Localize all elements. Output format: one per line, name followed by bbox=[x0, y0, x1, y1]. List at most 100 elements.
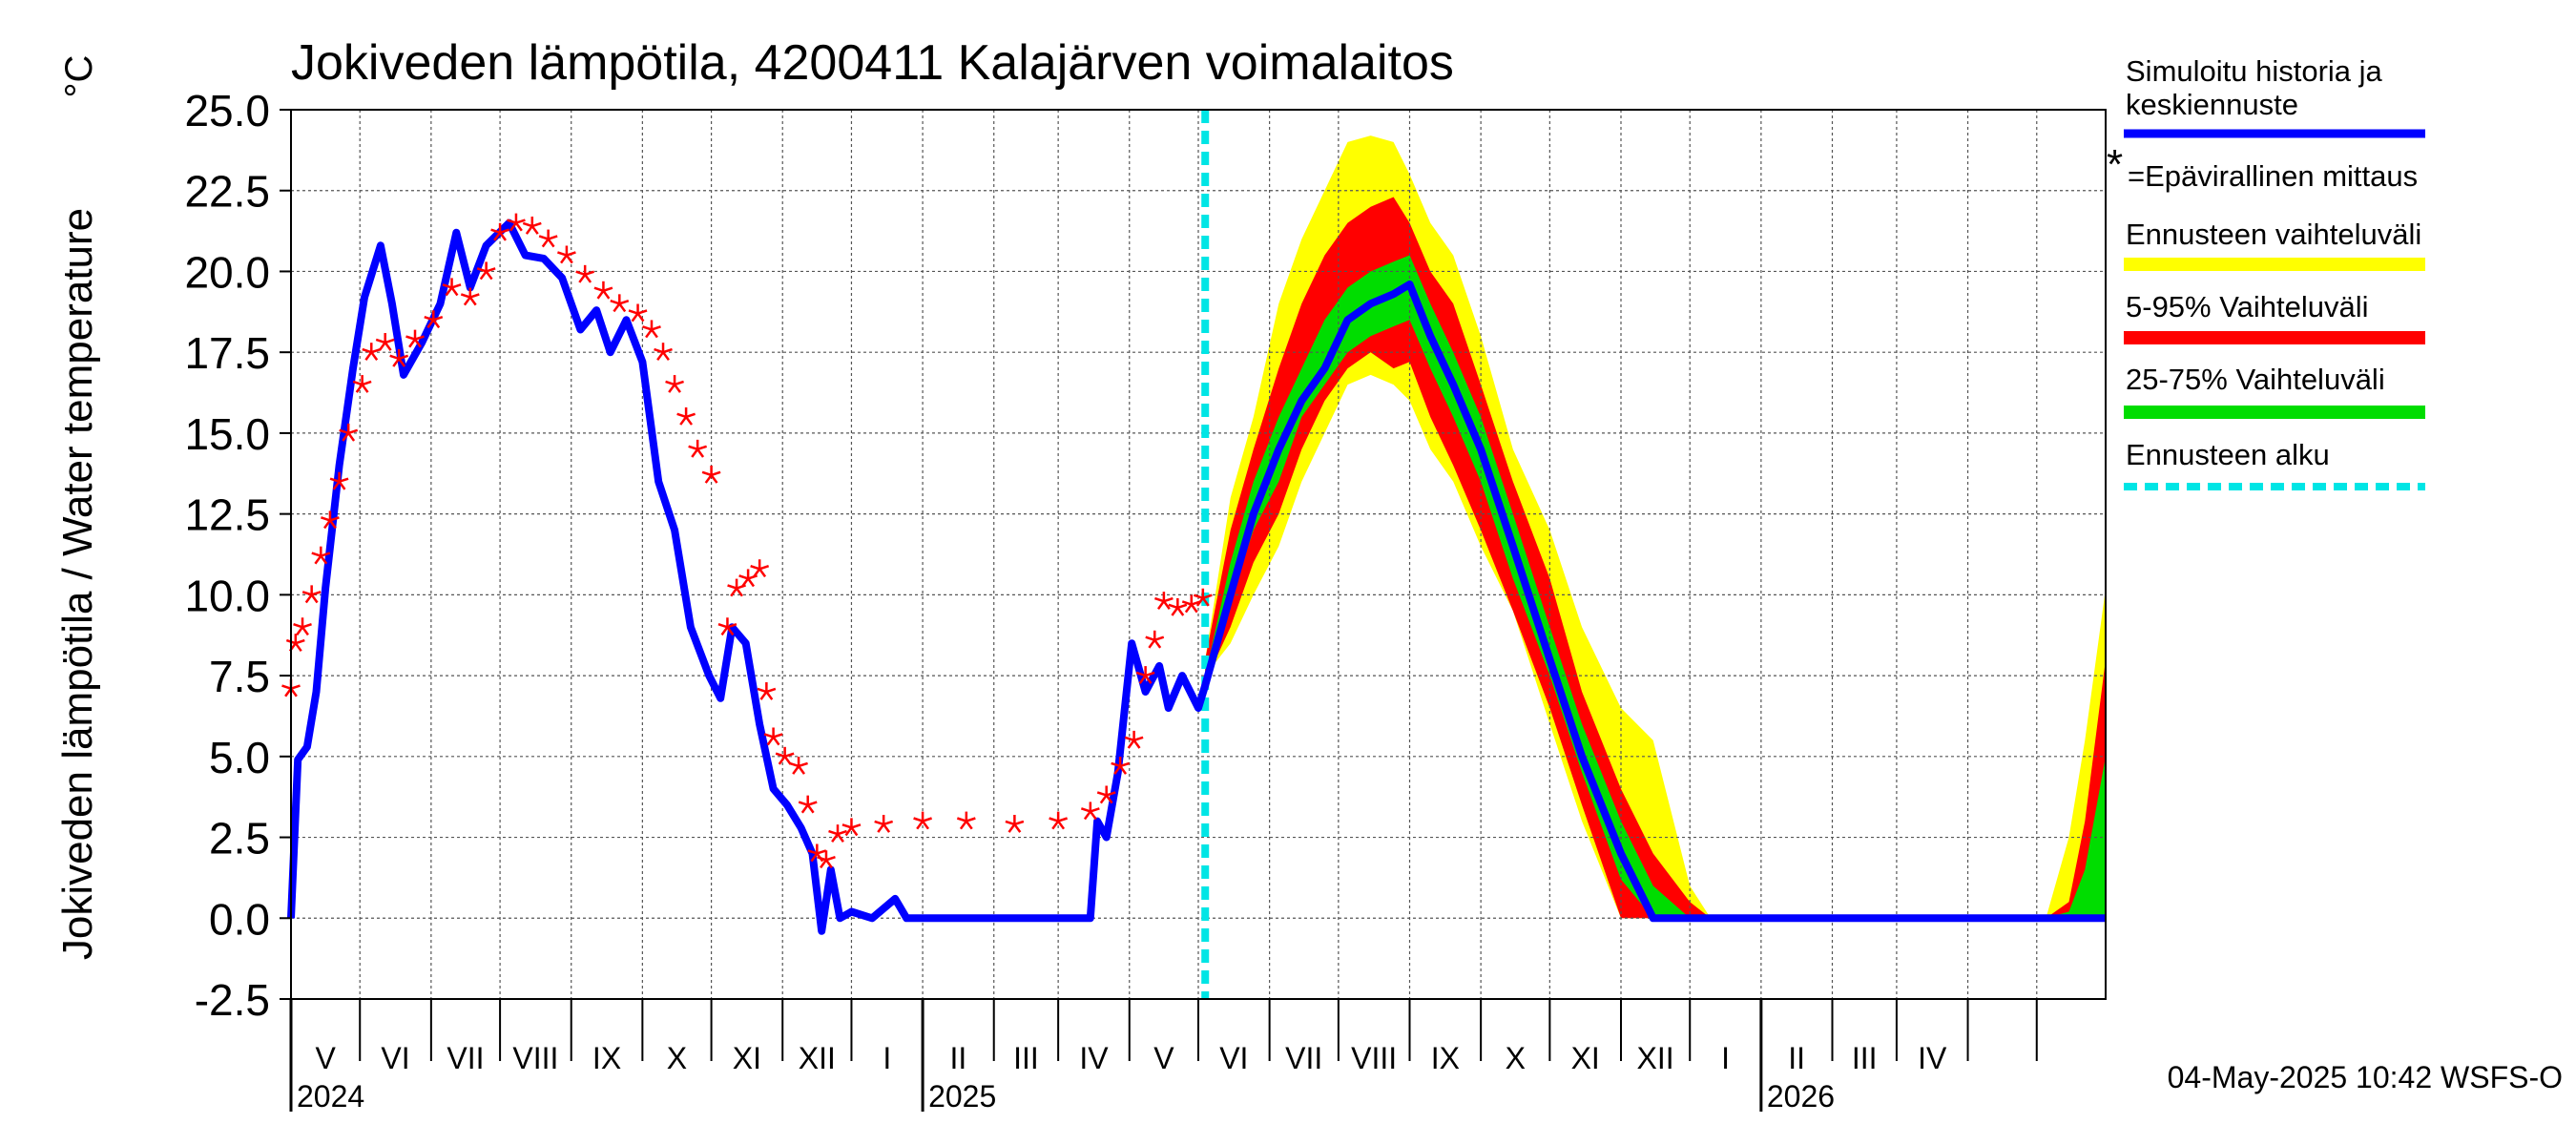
legend-observed-marker: * bbox=[2107, 141, 2123, 188]
y-tick-label: 25.0 bbox=[184, 86, 270, 135]
x-month-label: VIII bbox=[512, 1041, 558, 1075]
observed-point bbox=[757, 682, 777, 700]
observed-point bbox=[293, 617, 312, 636]
observed-point bbox=[1135, 666, 1155, 684]
observed-point bbox=[301, 585, 322, 604]
legend-simulated-label: Simuloitu historia ja keskiennuste bbox=[2126, 54, 2383, 121]
x-month-label: VI bbox=[1219, 1041, 1248, 1075]
observed-point bbox=[1145, 630, 1165, 649]
legend-observed-label: =Epävirallinen mittaus bbox=[2128, 159, 2418, 193]
y-tick-label: 0.0 bbox=[209, 894, 270, 944]
observed-point bbox=[285, 634, 305, 653]
x-year-label: 2026 bbox=[1767, 1079, 1835, 1114]
plot-frame bbox=[290, 109, 2107, 1000]
x-month-label: III bbox=[1013, 1041, 1039, 1075]
x-month-label: X bbox=[1506, 1041, 1526, 1075]
observed-point bbox=[1168, 597, 1188, 616]
series-lines bbox=[281, 110, 2106, 999]
observed-point bbox=[763, 727, 783, 746]
observed-point bbox=[798, 795, 818, 814]
x-month-label: V bbox=[1153, 1041, 1174, 1075]
x-month-label: XI bbox=[1571, 1041, 1600, 1075]
x-month-label: VIII bbox=[1351, 1041, 1397, 1075]
observed-point bbox=[424, 310, 444, 329]
x-year-label: 2024 bbox=[297, 1079, 364, 1114]
observed-point bbox=[476, 261, 496, 281]
observed-point bbox=[828, 824, 847, 843]
observed-point bbox=[1111, 756, 1131, 775]
observed-point bbox=[1124, 730, 1144, 749]
band-25-75-2026 bbox=[2046, 756, 2106, 919]
y-tick-label: 20.0 bbox=[184, 247, 270, 297]
x-month-label: VII bbox=[447, 1041, 484, 1075]
observed-point bbox=[460, 287, 480, 306]
x-month-label: XII bbox=[799, 1041, 836, 1075]
legend-forecast-start-label: Ennusteen alku bbox=[2126, 438, 2330, 471]
observed-point bbox=[841, 818, 862, 837]
observed-point bbox=[676, 406, 696, 426]
x-month-label: VI bbox=[381, 1041, 409, 1075]
observed-point bbox=[557, 245, 576, 264]
x-month-label: VII bbox=[1285, 1041, 1322, 1075]
observed-point bbox=[321, 510, 340, 530]
y-tick-label: 17.5 bbox=[184, 328, 270, 378]
legend-full-range-label: Ennusteen vaihteluväli bbox=[2126, 218, 2421, 251]
x-month-label: IX bbox=[1431, 1041, 1460, 1075]
observed-point bbox=[701, 465, 721, 484]
observed-point bbox=[375, 333, 395, 351]
observed-point bbox=[490, 222, 509, 241]
observed-point bbox=[874, 814, 894, 833]
observed-point bbox=[688, 439, 708, 458]
x-month-label: III bbox=[1852, 1041, 1878, 1075]
x-month-label: II bbox=[1788, 1041, 1805, 1075]
observed-point bbox=[817, 850, 836, 869]
legend-5-95-label: 5-95% Vaihteluväli bbox=[2126, 290, 2368, 323]
observed-point bbox=[339, 423, 359, 442]
legend-25-75-label: 25-75% Vaihteluväli bbox=[2126, 363, 2385, 396]
observed-point bbox=[789, 756, 808, 775]
x-month-label: V bbox=[315, 1041, 336, 1075]
grid bbox=[291, 109, 2106, 1000]
x-month-label: XI bbox=[733, 1041, 761, 1075]
axes: 25.0 22.5 20.0 17.5 15.0 12.5 10.0 7.5 5.0 2.5 0.0… bbox=[184, 86, 2107, 1114]
y-tick-label: -2.5 bbox=[195, 975, 270, 1025]
legend: Simuloitu historia ja keskiennuste * =Epä… bbox=[2107, 54, 2425, 490]
observed-point bbox=[750, 559, 770, 578]
observed-point bbox=[362, 343, 382, 362]
observed-point bbox=[610, 294, 630, 313]
x-month-label: IV bbox=[1918, 1041, 1947, 1075]
x-month-label: I bbox=[1721, 1041, 1730, 1075]
observed-point bbox=[642, 320, 661, 339]
observed-point bbox=[538, 229, 558, 248]
band-full-range bbox=[1205, 135, 1711, 919]
observed-point bbox=[575, 264, 595, 283]
timestamp-label: 04-May-2025 10:42 WSFS-O bbox=[2168, 1060, 2563, 1094]
x-month-label: XII bbox=[1637, 1041, 1674, 1075]
observed-point bbox=[507, 213, 526, 232]
observed-point bbox=[956, 811, 976, 830]
y-tick-label: 2.5 bbox=[209, 814, 270, 864]
x-year-label: 2025 bbox=[928, 1079, 996, 1114]
y-axis-unit: °C bbox=[58, 55, 100, 98]
observed-point bbox=[1193, 588, 1213, 607]
x-month-label: IV bbox=[1079, 1041, 1109, 1075]
observed-point bbox=[727, 578, 746, 597]
chart-title: Jokiveden lämpötila, 4200411 Kalajärven … bbox=[291, 35, 1454, 91]
y-tick-label: 5.0 bbox=[209, 733, 270, 782]
x-month-label: II bbox=[950, 1041, 967, 1075]
y-tick-label: 7.5 bbox=[209, 652, 270, 701]
observed-point bbox=[665, 375, 684, 393]
forecast-bands bbox=[1205, 135, 2106, 919]
x-month-label: IX bbox=[592, 1041, 621, 1075]
observed-point bbox=[389, 348, 409, 367]
observed-point bbox=[352, 375, 372, 393]
observed-point bbox=[1153, 592, 1174, 610]
observed-point bbox=[654, 343, 673, 362]
observed-point bbox=[1005, 814, 1025, 833]
x-month-label: X bbox=[667, 1041, 687, 1075]
observed-point bbox=[522, 217, 542, 235]
observed-point bbox=[405, 329, 425, 348]
y-tick-label: 15.0 bbox=[184, 409, 270, 459]
y-tick-label: 12.5 bbox=[184, 490, 270, 540]
